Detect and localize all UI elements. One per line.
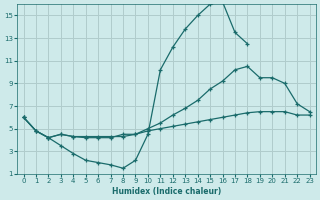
X-axis label: Humidex (Indice chaleur): Humidex (Indice chaleur) (112, 187, 221, 196)
